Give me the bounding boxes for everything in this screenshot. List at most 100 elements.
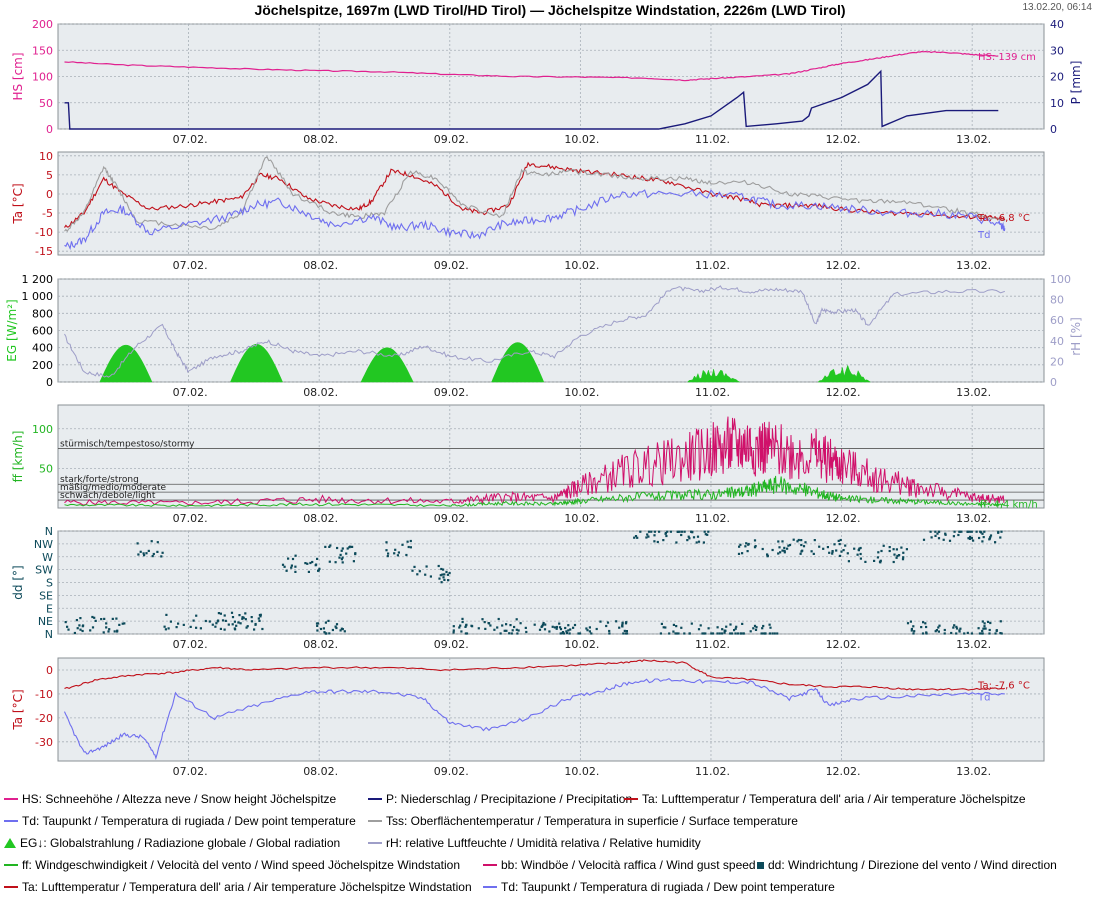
direction-point — [943, 628, 946, 632]
direction-point — [568, 632, 571, 635]
direction-point — [489, 624, 492, 627]
series-line-rh — [64, 285, 1005, 378]
direction-point — [334, 625, 337, 628]
direction-point — [499, 632, 502, 635]
y-tick-label: 10 — [39, 150, 53, 163]
direction-point — [163, 625, 166, 628]
direction-point — [189, 625, 192, 628]
direction-point — [999, 632, 1002, 635]
direction-point — [822, 547, 825, 550]
direction-point — [653, 530, 656, 533]
direction-point — [241, 617, 244, 620]
direction-point — [309, 561, 312, 565]
y-tick-label: 150 — [32, 44, 53, 57]
direction-point — [662, 539, 665, 542]
direction-point — [573, 623, 577, 627]
direction-point — [424, 573, 427, 576]
direction-point — [501, 624, 504, 627]
direction-point — [409, 539, 412, 543]
direction-point — [778, 546, 781, 549]
direction-point — [151, 555, 154, 558]
direction-point — [699, 624, 702, 627]
y-right-tick-label: 20 — [1050, 71, 1064, 84]
x-tick-label: 07.02. — [173, 259, 208, 272]
direction-point — [258, 619, 261, 622]
direction-point — [680, 626, 683, 629]
direction-point — [440, 581, 443, 584]
direction-point — [955, 627, 959, 630]
direction-point — [653, 534, 656, 537]
direction-point — [78, 624, 81, 627]
direction-point — [879, 561, 882, 564]
y-tick-label: -10 — [35, 688, 53, 701]
direction-point — [105, 622, 108, 625]
direction-point — [623, 629, 626, 632]
direction-point — [195, 626, 198, 629]
direction-point — [833, 543, 836, 546]
legend-item: HS: Schneehöhe / Altezza neve / Snow hei… — [4, 792, 336, 806]
y-tick-label: N — [45, 628, 53, 641]
direction-point — [859, 557, 862, 560]
direction-point — [139, 550, 142, 553]
direction-point — [646, 533, 649, 536]
direction-point — [551, 625, 554, 628]
direction-point — [254, 622, 257, 626]
direction-point — [235, 624, 238, 627]
direction-point — [880, 549, 883, 553]
direction-point — [452, 629, 455, 632]
direction-point — [324, 621, 327, 624]
direction-point — [741, 552, 744, 555]
direction-point — [983, 622, 986, 625]
direction-point — [438, 577, 441, 580]
direction-point — [290, 566, 293, 569]
legend-label: dd: Windrichtung / Direzione del vento /… — [768, 858, 1057, 872]
x-tick-label: 10.02. — [564, 259, 599, 272]
y-tick-label: 0 — [46, 376, 53, 389]
y-tick-label: 600 — [32, 325, 53, 338]
series-label-ta: Ta: -6,8 °C — [977, 213, 1030, 224]
direction-point — [488, 622, 491, 625]
direction-point — [316, 557, 319, 560]
direction-point — [737, 552, 741, 555]
direction-point — [93, 616, 96, 619]
direction-point — [905, 548, 908, 551]
direction-point — [882, 544, 885, 547]
direction-point — [257, 617, 260, 620]
direction-point — [442, 576, 445, 579]
direction-point — [559, 632, 562, 635]
direction-point — [445, 570, 448, 573]
direction-point — [91, 615, 94, 619]
legend-label: ff: Windgeschwindigkeit / Velocità del v… — [22, 858, 461, 872]
direction-point — [955, 632, 958, 635]
direction-point — [950, 631, 953, 635]
direction-point — [812, 552, 815, 555]
direction-point — [239, 622, 242, 625]
direction-point — [968, 537, 972, 540]
direction-point — [105, 626, 108, 629]
direction-point — [672, 623, 675, 626]
direction-point — [624, 622, 628, 625]
direction-point — [650, 530, 653, 533]
direction-point — [578, 632, 582, 635]
direction-point — [761, 547, 764, 551]
series-label-td: Td — [977, 692, 990, 703]
direction-point — [161, 551, 164, 554]
y-tick-label: W — [42, 551, 53, 564]
direction-point — [413, 565, 416, 568]
x-tick-label: 08.02. — [303, 638, 338, 651]
x-tick-label: 09.02. — [434, 133, 469, 146]
direction-point — [826, 546, 829, 549]
direction-point — [773, 632, 776, 635]
direction-point — [910, 629, 913, 632]
direction-point — [647, 530, 651, 533]
direction-point — [517, 629, 520, 632]
direction-point — [336, 546, 339, 550]
radiation-area — [99, 344, 153, 383]
direction-point — [913, 630, 916, 633]
direction-point — [982, 536, 985, 539]
threshold-label: mäßig/medio/moderate — [60, 483, 167, 493]
direction-point — [683, 632, 686, 635]
y-tick-label: S — [46, 577, 53, 590]
legend-item: Td: Taupunkt / Temperatura di rugiada / … — [4, 814, 356, 828]
legend-swatch — [483, 886, 497, 888]
